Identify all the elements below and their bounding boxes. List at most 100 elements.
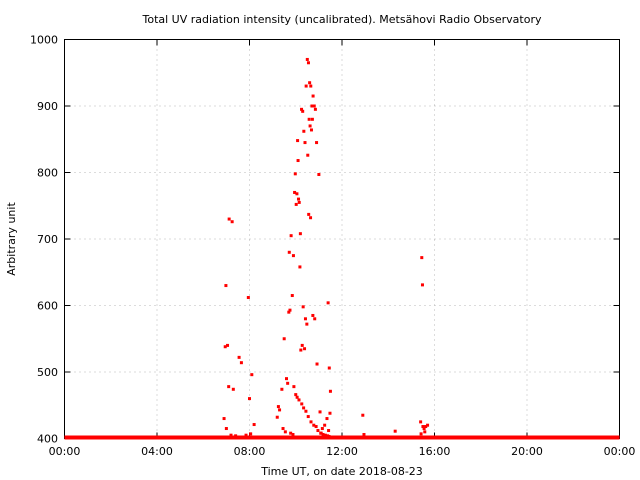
y-tick-labels: 400 500 600 700 800 900 1000 <box>30 34 58 446</box>
data-point <box>289 431 293 435</box>
data-point <box>311 94 315 98</box>
data-point <box>227 385 231 389</box>
data-point <box>309 216 313 220</box>
data-point <box>230 220 234 224</box>
data-point <box>420 283 424 287</box>
data-point <box>298 265 302 269</box>
data-point <box>424 425 428 429</box>
data-point <box>282 337 286 341</box>
x-axis-label: Time UT, on date 2018-08-23 <box>260 465 423 478</box>
x-tick-label: 00:00 <box>49 445 81 458</box>
chart-title: Total UV radiation intensity (uncalibrat… <box>142 13 542 26</box>
data-point <box>300 343 304 347</box>
data-point <box>313 317 317 321</box>
data-point <box>319 431 323 435</box>
data-point <box>275 415 279 419</box>
data-point <box>252 423 256 427</box>
data-point <box>296 159 300 163</box>
y-tick-label: 400 <box>37 433 58 446</box>
data-point <box>309 84 313 88</box>
data-point <box>228 435 232 439</box>
data-point <box>316 429 320 433</box>
x-tick-label: 20:00 <box>511 445 543 458</box>
data-point <box>231 387 235 391</box>
y-tick-label: 900 <box>37 100 58 113</box>
data-point <box>237 355 241 359</box>
y-tick-label: 700 <box>37 233 58 246</box>
data-point <box>304 409 308 413</box>
data-point <box>223 345 227 349</box>
data-point <box>301 305 305 309</box>
data-point <box>249 432 253 436</box>
data-point <box>313 107 317 111</box>
data-point <box>289 234 293 238</box>
data-point <box>312 104 316 108</box>
data-point <box>294 202 298 206</box>
data-point <box>222 417 226 421</box>
data-point <box>306 415 310 419</box>
data-point <box>326 301 330 305</box>
data-point <box>362 433 366 437</box>
data-point <box>250 373 254 377</box>
data-point <box>328 411 332 415</box>
data-point <box>426 423 430 427</box>
data-points <box>222 57 430 439</box>
x-tick-labels: 00:00 04:00 08:00 12:00 16:00 20:00 00:0… <box>49 445 636 458</box>
data-point <box>302 406 306 410</box>
data-point <box>328 389 332 393</box>
data-point <box>291 254 295 258</box>
data-point <box>323 423 327 427</box>
data-point <box>306 61 310 65</box>
data-point <box>224 284 228 288</box>
data-point <box>301 109 305 113</box>
x-tick-label: 00:00 <box>604 445 636 458</box>
data-point <box>422 427 426 431</box>
data-point <box>226 343 230 347</box>
y-tick-label: 800 <box>37 167 58 180</box>
data-point <box>297 398 301 402</box>
data-point <box>293 172 297 176</box>
data-point <box>246 296 250 300</box>
data-point <box>323 433 327 437</box>
data-point <box>298 232 302 236</box>
data-point <box>285 377 288 381</box>
data-point <box>325 417 329 421</box>
data-point <box>318 410 322 414</box>
x-tick-label: 04:00 <box>141 445 173 458</box>
data-point <box>244 433 248 437</box>
data-point <box>315 141 319 145</box>
x-tick-label: 16:00 <box>419 445 451 458</box>
data-point <box>305 322 309 326</box>
data-point <box>234 434 238 438</box>
data-point <box>310 104 314 108</box>
data-point <box>361 413 365 417</box>
plot-frame <box>64 39 620 439</box>
data-point <box>303 141 307 145</box>
data-point <box>295 192 299 196</box>
data-point <box>423 430 427 434</box>
data-point <box>281 427 285 431</box>
data-point <box>239 361 243 365</box>
data-point <box>307 212 311 216</box>
data-point <box>287 250 291 254</box>
data-point <box>312 423 316 427</box>
data-point <box>307 117 311 121</box>
data-point <box>295 395 299 399</box>
data-point <box>303 317 307 321</box>
data-point <box>276 405 280 409</box>
data-point <box>292 385 296 389</box>
data-point <box>297 200 301 204</box>
data-point <box>419 420 423 424</box>
data-point <box>300 107 304 111</box>
y-tick-label: 600 <box>37 300 58 313</box>
data-point <box>310 117 314 121</box>
data-point <box>287 310 291 314</box>
x-tick-label: 12:00 <box>326 445 358 458</box>
data-point <box>294 393 298 397</box>
data-point <box>314 425 318 429</box>
data-point <box>421 425 425 429</box>
data-point <box>300 402 304 406</box>
data-point <box>305 57 309 61</box>
data-point <box>309 128 313 132</box>
